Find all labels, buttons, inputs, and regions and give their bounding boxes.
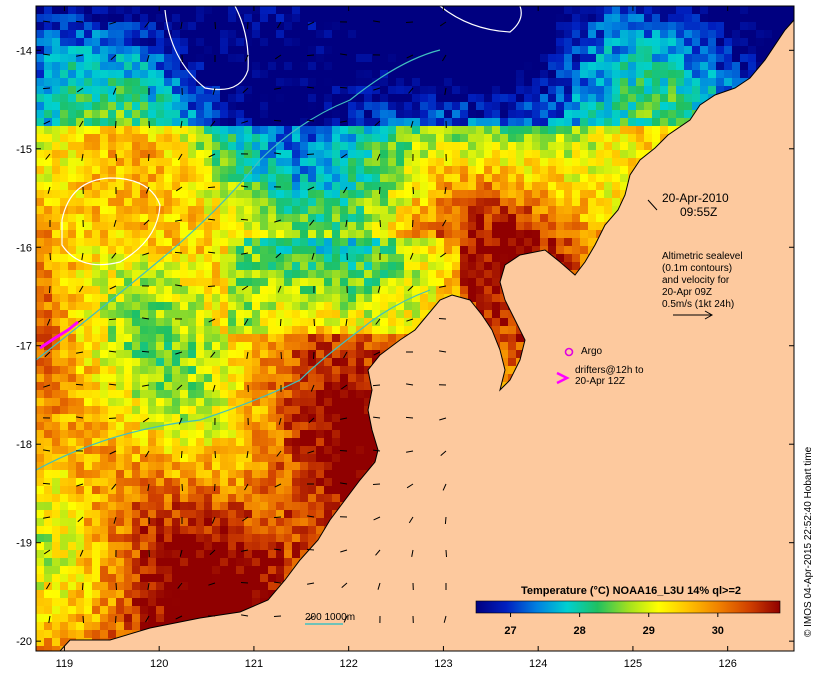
time-label: 09:55Z [680, 205, 717, 219]
altimetry-line-3: and velocity for [662, 275, 730, 286]
colorbar: Temperature (°C) NOAA16_L3U 14% ql>=2 27… [475, 585, 781, 637]
y-axis: -14 -15 -16 -17 -18 -19 -20 [16, 45, 794, 648]
x-tick-label: 120 [150, 658, 168, 670]
isobath-label: 200 1000m [305, 612, 355, 623]
colorbar-title: Temperature (°C) NOAA16_L3U 14% ql>=2 [521, 585, 741, 597]
credit-text: © IMOS 04-Apr-2015 22:52:40 Hobart time [803, 446, 814, 637]
altimetry-line-1: Altimetric sealevel [662, 251, 743, 262]
plot-area [36, 6, 794, 651]
land-mass [59, 6, 794, 651]
colorbar-tick-label: 30 [712, 625, 724, 637]
altimetry-line-4: 20-Apr 09Z [662, 287, 712, 298]
argo-label: Argo [581, 346, 603, 357]
colorbar-ticks: 27 28 29 30 [504, 613, 724, 637]
y-tick-label: -15 [16, 144, 32, 156]
altimetry-line-5: 0.5m/s (1kt 24h) [662, 299, 734, 310]
y-tick-label: -18 [16, 439, 32, 451]
x-tick-label: 124 [529, 658, 547, 670]
date-annotation: 20-Apr-2010 09:55Z [647, 191, 729, 219]
y-tick-label: -16 [16, 242, 32, 254]
drifters-label-1: drifters@12h to [575, 365, 644, 376]
velocity-arrows [42, 20, 447, 624]
x-tick-label: 123 [434, 658, 452, 670]
x-tick-label: 126 [718, 658, 736, 670]
x-tick-label: 119 [56, 658, 74, 670]
isobath-lines [36, 49, 441, 471]
x-tick-label: 121 [245, 658, 263, 670]
y-tick-label: -14 [16, 45, 32, 57]
argo-icon [564, 347, 574, 357]
y-tick-label: -20 [16, 636, 32, 648]
altimetry-legend: Altimetric sealevel (0.1m contours) and … [662, 251, 743, 320]
colorbar-tick-label: 27 [504, 625, 516, 637]
altimetry-line-2: (0.1m contours) [662, 263, 732, 274]
isobath-legend: 200 1000m [305, 612, 355, 625]
y-tick-label: -19 [16, 538, 32, 550]
date-label: 20-Apr-2010 [662, 191, 729, 205]
colorbar-tick-label: 28 [574, 625, 586, 637]
x-tick-label: 125 [624, 658, 642, 670]
x-axis: 119 120 121 122 123 124 125 126 [56, 6, 737, 670]
drifters-legend: drifters@12h to 20-Apr 12Z [556, 365, 644, 387]
drifters-label-2: 20-Apr 12Z [575, 376, 625, 387]
x-tick-label: 122 [339, 658, 357, 670]
colorbar-gradient [475, 600, 781, 614]
plot-frame [35, 5, 795, 652]
sealevel-contours [61, 6, 522, 266]
argo-legend: Argo [564, 346, 603, 357]
drifter-tracks [39, 320, 79, 350]
colorbar-tick-label: 29 [643, 625, 655, 637]
y-tick-label: -17 [16, 341, 32, 353]
drifter-icon [556, 371, 570, 385]
